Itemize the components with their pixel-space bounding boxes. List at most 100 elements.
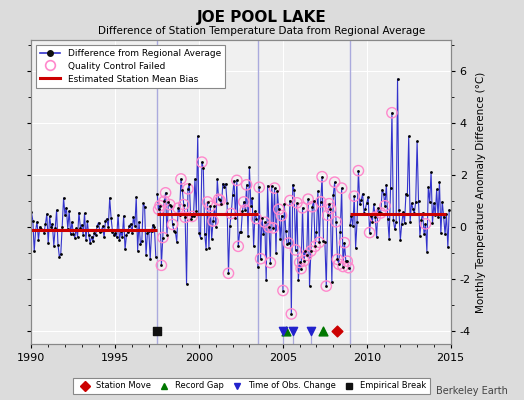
Point xyxy=(315,239,323,246)
Point xyxy=(248,195,256,202)
Point xyxy=(214,196,223,202)
Point xyxy=(166,201,174,208)
Point xyxy=(403,192,411,198)
Point xyxy=(103,216,111,222)
Point xyxy=(243,182,251,188)
Point xyxy=(416,233,424,239)
Point xyxy=(222,180,230,187)
Point xyxy=(185,181,193,187)
Point xyxy=(243,182,251,188)
Point xyxy=(78,222,86,228)
Point xyxy=(301,248,310,254)
Point xyxy=(291,247,300,253)
Point xyxy=(244,232,252,239)
Point xyxy=(363,199,371,206)
Point xyxy=(406,218,414,225)
Point xyxy=(227,210,235,217)
Point xyxy=(160,198,168,204)
Point xyxy=(155,206,163,212)
Point xyxy=(319,328,328,334)
Point xyxy=(322,283,331,289)
Point xyxy=(323,212,332,218)
Point xyxy=(76,224,84,231)
Point xyxy=(293,200,301,206)
Point xyxy=(311,243,319,250)
Point xyxy=(314,188,322,194)
Point xyxy=(147,228,156,234)
Point xyxy=(328,279,336,286)
Point xyxy=(400,220,409,226)
Point xyxy=(195,230,203,236)
Point xyxy=(442,211,451,217)
Point xyxy=(75,209,83,216)
Point xyxy=(265,224,273,230)
Point xyxy=(430,200,438,207)
Point xyxy=(332,328,341,334)
Point xyxy=(151,254,160,260)
Point xyxy=(93,223,101,229)
Point xyxy=(237,229,245,235)
Point xyxy=(67,231,75,237)
Point xyxy=(410,210,419,216)
Point xyxy=(385,236,394,242)
Point xyxy=(444,244,452,251)
Point xyxy=(350,193,358,199)
Point xyxy=(340,240,348,246)
Point xyxy=(241,207,249,213)
Point xyxy=(226,223,234,229)
Point xyxy=(291,247,300,253)
Point xyxy=(51,225,59,232)
Point xyxy=(333,256,342,262)
Point xyxy=(145,228,153,234)
Point xyxy=(402,191,410,197)
Point xyxy=(184,186,192,192)
Point xyxy=(155,206,163,212)
Point xyxy=(161,190,170,196)
Point xyxy=(235,229,244,236)
Point xyxy=(198,159,206,165)
Point xyxy=(297,265,305,272)
Point xyxy=(411,198,420,205)
Point xyxy=(371,214,379,220)
Point xyxy=(300,258,308,264)
Point xyxy=(41,221,50,228)
Point xyxy=(269,225,277,231)
Point xyxy=(346,222,354,228)
Point xyxy=(216,197,224,204)
Point xyxy=(73,234,82,240)
Point xyxy=(252,216,260,222)
Point xyxy=(379,190,388,197)
Point xyxy=(269,225,277,231)
Point xyxy=(275,206,283,212)
Point xyxy=(311,243,319,250)
Point xyxy=(300,258,308,264)
Point xyxy=(374,205,382,211)
Point xyxy=(255,184,264,190)
Point xyxy=(322,283,331,289)
Point xyxy=(335,261,343,268)
Point xyxy=(241,207,249,213)
Point xyxy=(337,185,346,191)
Point xyxy=(168,221,177,228)
Point xyxy=(217,201,226,207)
Point xyxy=(424,184,432,190)
Point xyxy=(96,229,104,235)
Point xyxy=(227,210,235,217)
Point xyxy=(273,188,281,195)
Point xyxy=(344,264,353,271)
Point xyxy=(304,196,312,202)
Point xyxy=(143,230,151,236)
Point xyxy=(414,197,423,204)
Point xyxy=(100,234,108,241)
Point xyxy=(206,203,214,210)
Point xyxy=(161,190,170,196)
Point xyxy=(129,214,138,220)
Point xyxy=(254,264,262,270)
Point xyxy=(428,220,436,227)
Point xyxy=(159,234,167,241)
Point xyxy=(265,224,273,230)
Point xyxy=(199,165,208,171)
Text: JOE POOL LAKE: JOE POOL LAKE xyxy=(197,10,327,25)
Point xyxy=(203,199,212,205)
Point xyxy=(114,212,122,218)
